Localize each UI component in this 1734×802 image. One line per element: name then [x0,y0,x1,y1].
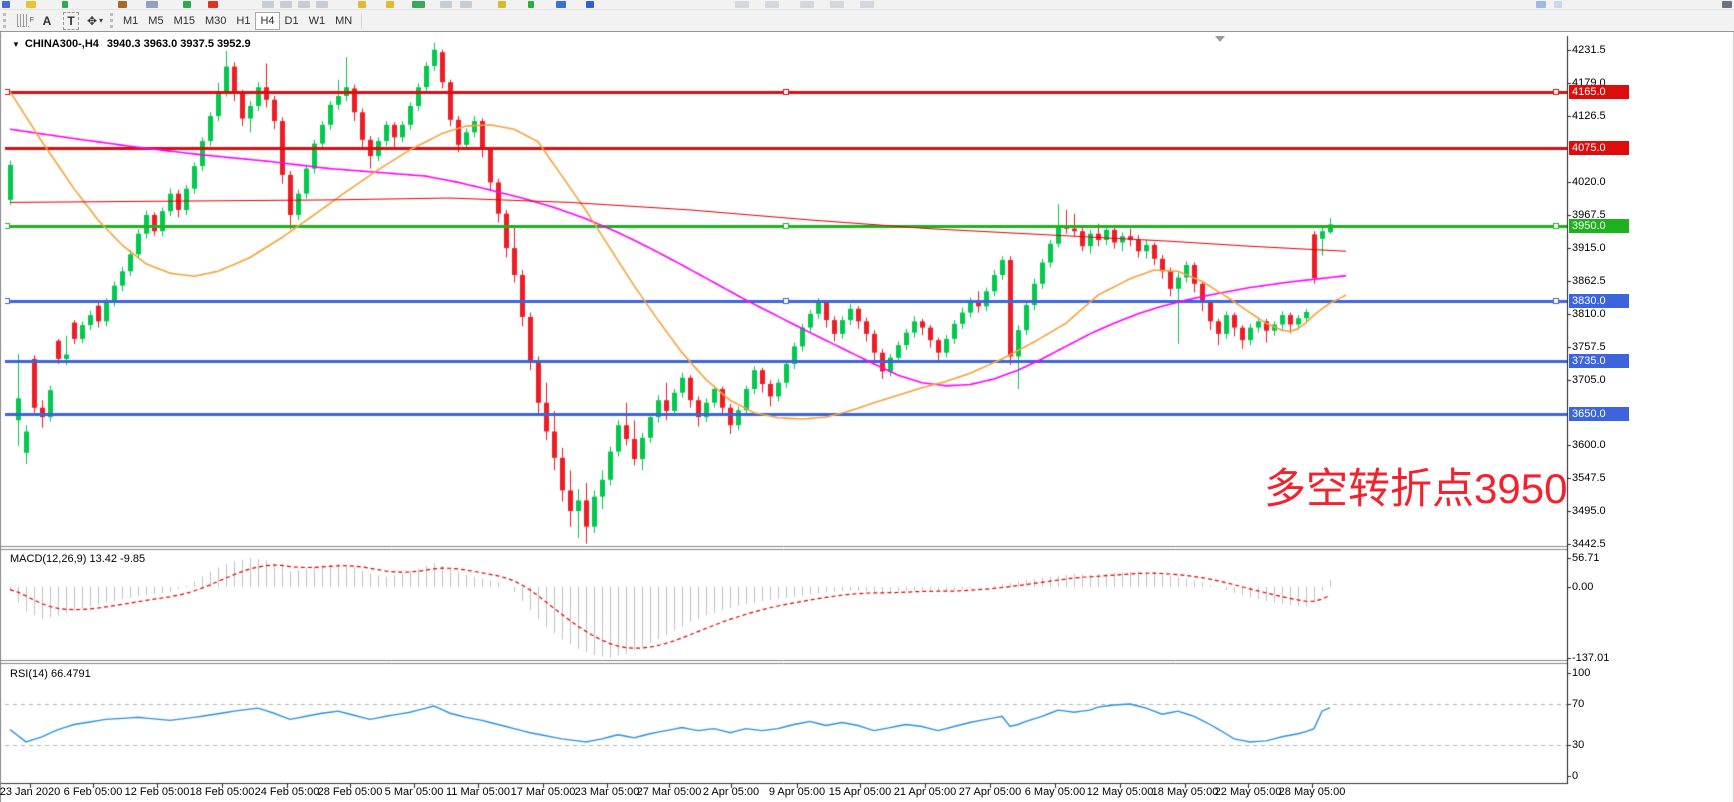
time-tick-label: 11 Mar 05:00 [445,786,511,798]
price-annotation-text: 多空转折点3950 [1264,465,1568,512]
time-tick-label: 15 Apr 05:00 [828,786,892,798]
price-line-badge: 3735.0 [1569,353,1629,368]
time-tick-label: 21 Apr 05:00 [893,786,957,798]
price-tick-label: 4020.0 [1572,176,1606,189]
macd-tick-label: 0.00 [1572,581,1594,593]
time-tick-label: 17 Mar 05:00 [510,786,576,798]
price-line-badge: 3830.0 [1569,294,1629,309]
price-tick-label: 3600.0 [1572,439,1606,452]
time-tick-label: 12 May 05:00 [1086,786,1154,798]
time-tick-label: 28 May 05:00 [1278,786,1346,798]
time-tick-label: 6 May 05:00 [1024,786,1086,798]
time-tick-label: 12 Feb 05:00 [124,786,190,798]
time-tick-label: 5 Mar 05:00 [384,786,444,798]
chart-shift-icon[interactable] [1215,36,1225,42]
price-line-badge: 4075.0 [1569,140,1629,155]
time-tick-label: 23 Jan 2020 [0,786,61,798]
time-tick-label: 9 Apr 05:00 [768,786,826,798]
time-tick-label: 24 Feb 05:00 [254,786,320,798]
time-tick-label: 18 May 05:00 [1151,786,1219,798]
time-tick-label: 22 May 05:00 [1214,786,1282,798]
price-tick-label: 3442.5 [1572,537,1606,550]
price-line-badge: 4165.0 [1569,84,1629,99]
time-tick-label: 2 Apr 05:00 [702,786,760,798]
price-tick-label: 3810.0 [1572,307,1606,320]
time-tick-label: 18 Feb 05:00 [189,786,255,798]
price-tick-label: 3967.5 [1572,209,1606,222]
chart-title: ▼ CHINA300-,H4 3940.3 3963.0 3937.5 3952.9 [12,38,251,50]
rsi-tick-label: 0 [1572,769,1579,782]
rsi-tick-label: 30 [1572,739,1585,751]
chart-ohlc-values: 3940.3 3963.0 3937.5 3952.9 [106,38,251,50]
price-tick-label: 3757.5 [1572,340,1606,353]
rsi-indicator-label: RSI(14) 66.4791 [10,668,91,680]
time-tick-label: 27 Mar 05:00 [636,786,702,798]
price-line-badge: 3950.0 [1569,219,1629,234]
price-line-badge: 3650.0 [1569,407,1629,421]
price-tick-label: 3547.5 [1572,472,1606,485]
price-tick-label: 3915.0 [1572,242,1606,255]
price-tick-label: 3705.0 [1572,373,1606,386]
rsi-tick-label: 100 [1572,667,1591,680]
time-tick-label: 27 Apr 05:00 [958,786,1022,798]
time-tick-label: 28 Feb 05:00 [317,786,383,798]
price-tick-label: 4231.5 [1572,44,1606,56]
macd-indicator-label: MACD(12,26,9) 13.42 -9.85 [10,553,146,565]
macd-tick-label: -137.01 [1572,651,1610,664]
price-tick-label: 4126.5 [1572,109,1606,122]
time-tick-label: 6 Feb 05:00 [63,786,123,798]
rsi-tick-label: 70 [1572,698,1585,710]
time-tick-label: 23 Mar 05:00 [574,786,640,798]
macd-tick-label: 56.71 [1572,551,1600,564]
price-tick-label: 3862.5 [1572,274,1606,287]
price-tick-label: 3495.0 [1572,505,1606,518]
chart-symbol-period: CHINA300-,H4 [24,38,99,50]
chart-dropdown-icon[interactable]: ▼ [12,40,20,49]
